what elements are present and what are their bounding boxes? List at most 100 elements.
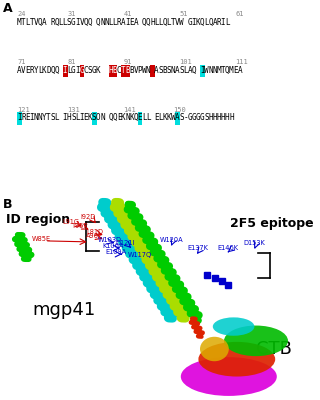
Text: E: E — [138, 113, 142, 122]
Text: B: B — [163, 66, 167, 74]
Text: H: H — [212, 113, 217, 122]
Text: V: V — [175, 18, 180, 27]
Ellipse shape — [224, 326, 288, 356]
Text: A: A — [42, 18, 46, 27]
Text: L: L — [38, 66, 42, 74]
FancyBboxPatch shape — [175, 112, 180, 125]
FancyBboxPatch shape — [80, 65, 84, 78]
Text: L81D: L81D — [86, 229, 103, 235]
Text: H: H — [108, 66, 113, 74]
Text: R: R — [21, 113, 26, 122]
Text: 24: 24 — [18, 11, 26, 17]
Text: Q: Q — [84, 18, 88, 27]
FancyBboxPatch shape — [200, 65, 205, 78]
Text: 31: 31 — [67, 11, 76, 17]
Text: I: I — [75, 18, 80, 27]
Text: L: L — [54, 113, 59, 122]
Text: Q: Q — [208, 18, 213, 27]
Text: L: L — [225, 18, 229, 27]
Text: T: T — [21, 18, 26, 27]
Text: 81: 81 — [67, 59, 76, 65]
Text: W85E: W85E — [32, 236, 51, 242]
Text: N: N — [38, 113, 42, 122]
Text: A: A — [175, 113, 180, 122]
Text: S: S — [88, 66, 92, 74]
Text: Q: Q — [54, 18, 59, 27]
Text: D121I: D121I — [115, 240, 135, 246]
Text: N: N — [100, 113, 105, 122]
Text: L: L — [25, 18, 30, 27]
Text: L: L — [113, 18, 117, 27]
Text: 121: 121 — [18, 107, 30, 113]
Text: T: T — [29, 18, 34, 27]
Text: L: L — [204, 18, 209, 27]
Text: L: L — [158, 113, 163, 122]
Text: O: O — [96, 113, 100, 122]
Text: W: W — [179, 18, 184, 27]
Text: Q: Q — [133, 113, 138, 122]
Text: A: A — [212, 18, 217, 27]
Text: I: I — [29, 113, 34, 122]
Text: L91G: L91G — [62, 218, 79, 224]
Text: S: S — [179, 113, 184, 122]
Text: E: E — [117, 113, 121, 122]
Text: P: P — [138, 66, 142, 74]
Text: N: N — [208, 66, 213, 74]
Text: W: W — [204, 66, 209, 74]
Text: K: K — [96, 66, 100, 74]
Text: Q: Q — [200, 18, 204, 27]
Text: K: K — [163, 113, 167, 122]
Text: K: K — [42, 66, 46, 74]
Text: I: I — [63, 66, 67, 74]
Text: B: B — [3, 198, 13, 211]
FancyBboxPatch shape — [63, 65, 68, 78]
Text: 150: 150 — [173, 107, 186, 113]
Text: L: L — [142, 113, 146, 122]
Text: K: K — [129, 113, 134, 122]
Text: M: M — [229, 66, 234, 74]
Text: L: L — [75, 113, 80, 122]
Text: L: L — [59, 18, 63, 27]
Text: S: S — [67, 18, 71, 27]
Text: L: L — [183, 66, 188, 74]
Text: S: S — [179, 66, 184, 74]
FancyBboxPatch shape — [125, 65, 130, 78]
Text: K: K — [88, 113, 92, 122]
Text: A: A — [121, 18, 125, 27]
Text: Y: Y — [34, 66, 38, 74]
Text: Q: Q — [163, 18, 167, 27]
Text: 61: 61 — [235, 11, 244, 17]
Text: L: L — [108, 18, 113, 27]
Text: B: B — [125, 66, 130, 74]
FancyBboxPatch shape — [121, 65, 126, 78]
FancyBboxPatch shape — [150, 65, 155, 78]
Text: Q: Q — [96, 18, 100, 27]
Text: V: V — [21, 66, 26, 74]
Text: S: S — [167, 66, 171, 74]
Text: S: S — [158, 66, 163, 74]
Text: K: K — [167, 113, 171, 122]
Text: N: N — [146, 66, 150, 74]
Text: R: R — [217, 18, 221, 27]
Ellipse shape — [200, 337, 229, 361]
Text: I: I — [221, 18, 225, 27]
Text: Y: Y — [42, 113, 46, 122]
Text: 71: 71 — [18, 59, 26, 65]
Text: M: M — [17, 18, 21, 27]
Text: Q: Q — [50, 66, 55, 74]
Text: 91: 91 — [123, 59, 132, 65]
Text: L: L — [158, 18, 163, 27]
Text: E109A: E109A — [106, 249, 127, 255]
Text: 2F5 epitope: 2F5 epitope — [230, 218, 314, 230]
Text: C: C — [84, 66, 88, 74]
Text: K: K — [196, 18, 200, 27]
Text: Q: Q — [225, 66, 229, 74]
Text: ID region: ID region — [6, 213, 70, 226]
Text: S: S — [204, 113, 209, 122]
Text: CTB: CTB — [256, 340, 292, 358]
Text: I92D: I92D — [80, 214, 95, 220]
Ellipse shape — [198, 342, 275, 376]
Text: W117Q: W117Q — [128, 252, 152, 258]
Text: I: I — [17, 113, 21, 122]
Text: A96E: A96E — [86, 233, 103, 239]
